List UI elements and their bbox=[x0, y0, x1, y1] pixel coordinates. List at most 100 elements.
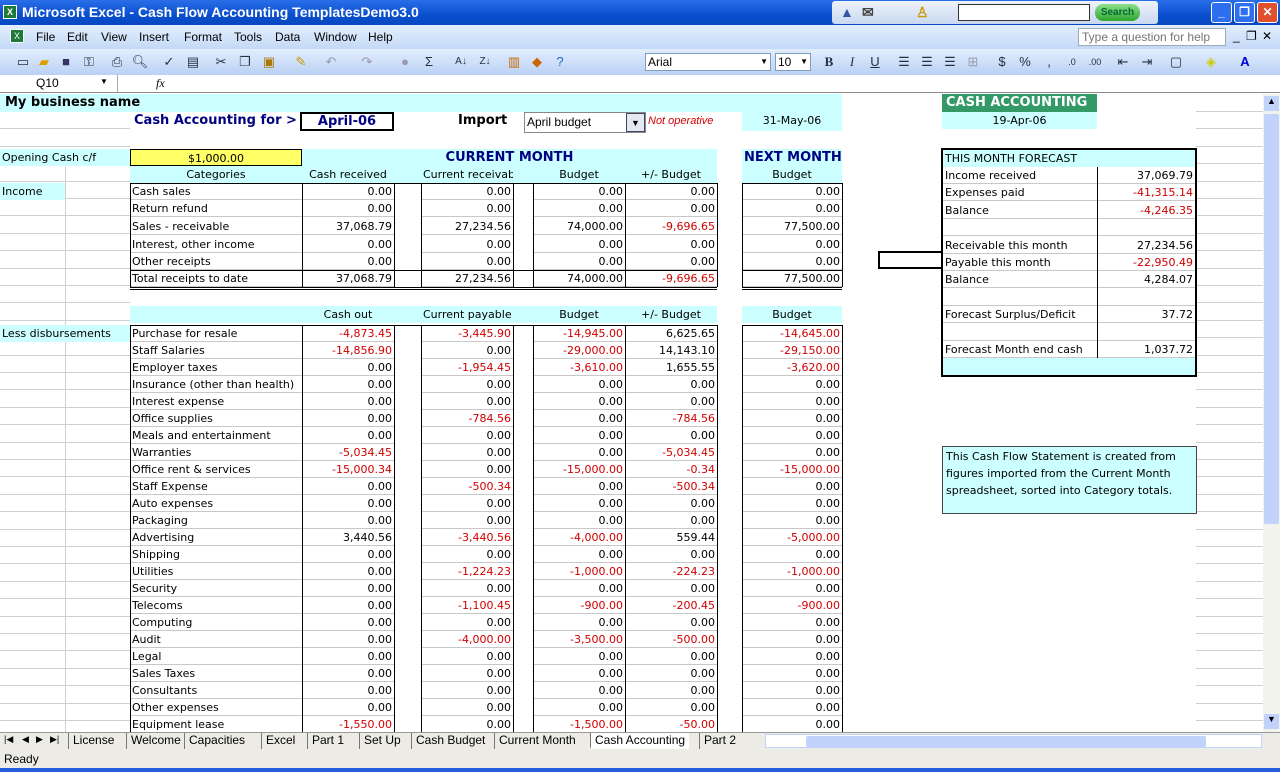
category-cell[interactable]: Auto expenses bbox=[130, 495, 302, 512]
decrease-indent-icon[interactable]: ⇤ bbox=[1117, 54, 1129, 69]
permission-icon[interactable]: ⚿ bbox=[84, 54, 94, 69]
increase-indent-icon[interactable]: ⇥ bbox=[1141, 54, 1153, 69]
category-cell[interactable]: Utilities bbox=[130, 563, 302, 580]
category-cell[interactable]: Interest, other income bbox=[130, 236, 302, 253]
month-cell[interactable]: April-06 bbox=[300, 112, 394, 131]
value-cell-actual[interactable]: 0.00 bbox=[302, 597, 394, 614]
category-cell[interactable]: Meals and entertainment bbox=[130, 427, 302, 444]
print-icon[interactable]: ⎙ bbox=[111, 54, 123, 69]
value-cell-budget[interactable]: 0.00 bbox=[533, 512, 625, 529]
toolbar-search-input[interactable] bbox=[958, 4, 1090, 21]
value-cell-variance[interactable]: 14,143.10 bbox=[625, 342, 717, 359]
value-cell-variance[interactable]: 0.00 bbox=[625, 427, 717, 444]
value-cell-budget[interactable]: 0.00 bbox=[533, 200, 625, 217]
value-cell-next-budget[interactable]: 0.00 bbox=[742, 546, 842, 563]
value-cell-budget[interactable]: -14,945.00 bbox=[533, 325, 625, 342]
value-cell-actual[interactable]: 0.00 bbox=[302, 682, 394, 699]
horizontal-scroll-thumb[interactable] bbox=[806, 736, 1206, 747]
menu-edit[interactable]: Edit bbox=[67, 30, 88, 44]
value-cell-budget[interactable]: 0.00 bbox=[533, 393, 625, 410]
value-cell-next-budget[interactable]: 0.00 bbox=[742, 253, 842, 270]
value-cell-budget[interactable]: 0.00 bbox=[533, 236, 625, 253]
value-cell-variance[interactable]: -9,696.65 bbox=[625, 218, 717, 235]
value-cell-current[interactable]: 0.00 bbox=[421, 376, 513, 393]
value-cell-next-budget[interactable]: 0.00 bbox=[742, 614, 842, 631]
value-cell-next-budget[interactable]: 0.00 bbox=[742, 444, 842, 461]
value-cell-current[interactable]: 0.00 bbox=[421, 648, 513, 665]
value-cell-current[interactable]: 0.00 bbox=[421, 495, 513, 512]
sheet-tab[interactable]: Welcome bbox=[126, 733, 185, 749]
value-cell-current[interactable]: 0.00 bbox=[421, 699, 513, 716]
opening-cash-value[interactable]: $1,000.00 bbox=[130, 149, 302, 166]
research-icon[interactable]: ▤ bbox=[186, 54, 200, 69]
value-cell-current[interactable]: 0.00 bbox=[421, 183, 513, 200]
value-cell-variance[interactable]: 0.00 bbox=[625, 546, 717, 563]
value-cell-variance[interactable]: 0.00 bbox=[625, 648, 717, 665]
borders-icon[interactable]: ▢ bbox=[1169, 54, 1183, 69]
value-cell-budget[interactable]: 0.00 bbox=[533, 427, 625, 444]
minimize-button[interactable]: _ bbox=[1211, 2, 1232, 23]
sort-ascending-icon[interactable]: A↓ bbox=[455, 56, 467, 67]
format-painter-icon[interactable]: ✎ bbox=[295, 54, 307, 69]
sheet-tab[interactable]: Excel bbox=[261, 733, 299, 749]
value-cell-variance[interactable]: 0.00 bbox=[625, 253, 717, 270]
value-cell-actual[interactable]: -4,873.45 bbox=[302, 325, 394, 342]
menu-data[interactable]: Data bbox=[275, 30, 301, 44]
value-cell-actual[interactable]: -15,000.34 bbox=[302, 461, 394, 478]
increase-decimal-icon[interactable]: .0 bbox=[1068, 57, 1076, 67]
value-cell-budget[interactable]: 74,000.00 bbox=[533, 270, 625, 287]
value-cell-budget[interactable]: 0.00 bbox=[533, 614, 625, 631]
value-cell-actual[interactable]: 37,068.79 bbox=[302, 218, 394, 235]
category-cell[interactable]: Other expenses bbox=[130, 699, 302, 716]
value-cell-next-budget[interactable]: 0.00 bbox=[742, 512, 842, 529]
value-cell-next-budget[interactable]: -15,000.00 bbox=[742, 461, 842, 478]
category-cell[interactable]: Packaging bbox=[130, 512, 302, 529]
value-cell-next-budget[interactable]: 0.00 bbox=[742, 478, 842, 495]
value-cell-variance[interactable]: 559.44 bbox=[625, 529, 717, 546]
value-cell-next-budget[interactable]: -1,000.00 bbox=[742, 563, 842, 580]
sheet-tab[interactable]: Set Up bbox=[359, 733, 405, 749]
category-cell[interactable]: Purchase for resale bbox=[130, 325, 302, 342]
doc-close-button[interactable]: ✕ bbox=[1262, 29, 1273, 43]
value-cell-actual[interactable]: 0.00 bbox=[302, 236, 394, 253]
value-cell-next-budget[interactable]: 0.00 bbox=[742, 410, 842, 427]
chevron-down-icon[interactable]: ▼ bbox=[100, 77, 108, 86]
print-preview-icon[interactable]: 🔍︎ bbox=[131, 54, 149, 69]
value-cell-budget[interactable]: -4,000.00 bbox=[533, 529, 625, 546]
percent-icon[interactable]: % bbox=[1019, 54, 1031, 69]
chevron-down-icon[interactable]: ▼ bbox=[626, 113, 645, 132]
category-cell[interactable]: Security bbox=[130, 580, 302, 597]
value-cell-current[interactable]: 0.00 bbox=[421, 253, 513, 270]
value-cell-budget[interactable]: 74,000.00 bbox=[533, 218, 625, 235]
value-cell-next-budget[interactable]: 0.00 bbox=[742, 580, 842, 597]
value-cell-budget[interactable]: 0.00 bbox=[533, 410, 625, 427]
value-cell-actual[interactable]: 0.00 bbox=[302, 614, 394, 631]
value-cell-actual[interactable]: 3,440.56 bbox=[302, 529, 394, 546]
value-cell-variance[interactable]: -200.45 bbox=[625, 597, 717, 614]
insert-function-icon[interactable]: fx bbox=[156, 76, 165, 90]
underline-icon[interactable]: U bbox=[870, 54, 880, 69]
category-cell[interactable]: Interest expense bbox=[130, 393, 302, 410]
value-cell-next-budget[interactable]: -3,620.00 bbox=[742, 359, 842, 376]
value-cell-actual[interactable]: 0.00 bbox=[302, 512, 394, 529]
value-cell-variance[interactable]: 0.00 bbox=[625, 699, 717, 716]
value-cell-next-budget[interactable]: 0.00 bbox=[742, 495, 842, 512]
value-cell-actual[interactable]: 0.00 bbox=[302, 359, 394, 376]
value-cell-next-budget[interactable]: -5,000.00 bbox=[742, 529, 842, 546]
value-cell-actual[interactable]: 0.00 bbox=[302, 563, 394, 580]
value-cell-next-budget[interactable]: 0.00 bbox=[742, 631, 842, 648]
category-cell[interactable]: Office supplies bbox=[130, 410, 302, 427]
value-cell-budget[interactable]: 0.00 bbox=[533, 183, 625, 200]
value-cell-actual[interactable]: 0.00 bbox=[302, 648, 394, 665]
value-cell-variance[interactable]: -0.34 bbox=[625, 461, 717, 478]
category-cell[interactable]: Computing bbox=[130, 614, 302, 631]
value-cell-next-budget[interactable]: 0.00 bbox=[742, 376, 842, 393]
value-cell-next-budget[interactable]: -14,645.00 bbox=[742, 325, 842, 342]
value-cell-budget[interactable]: 0.00 bbox=[533, 478, 625, 495]
value-cell-actual[interactable]: 0.00 bbox=[302, 478, 394, 495]
value-cell-actual[interactable]: 0.00 bbox=[302, 495, 394, 512]
value-cell-current[interactable]: 0.00 bbox=[421, 665, 513, 682]
vertical-scroll-thumb[interactable] bbox=[1264, 114, 1279, 524]
value-cell-variance[interactable]: 1,655.55 bbox=[625, 359, 717, 376]
value-cell-budget[interactable]: -3,610.00 bbox=[533, 359, 625, 376]
